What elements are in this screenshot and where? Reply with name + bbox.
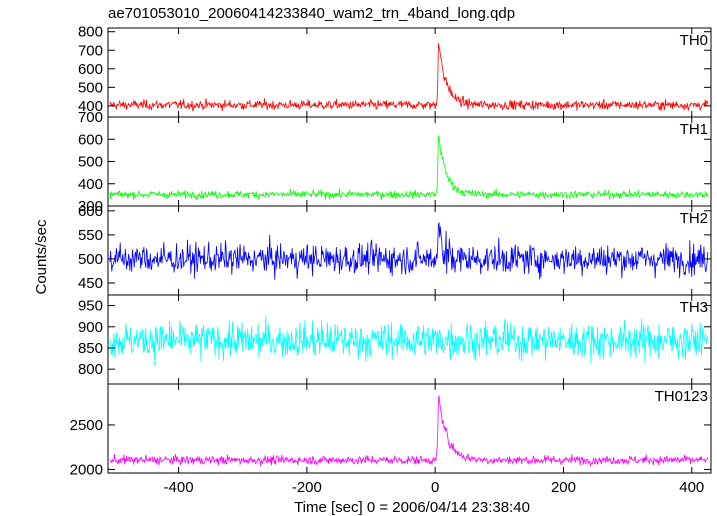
y-tick-label: 2500 [70,417,103,434]
series-line-th3 [109,315,709,366]
y-tick-label: 600 [78,203,103,220]
y-tick-label: 500 [78,79,103,96]
x-tick-label: 200 [551,479,576,496]
y-tick-label: 800 [78,361,103,378]
panel-frame-th0123 [107,383,712,474]
series-line-th2 [109,222,709,280]
panel-th1: 300 400 500 600 700 TH1 [78,109,712,215]
x-tick-label: -400 [164,479,194,496]
y-tick-label: 850 [78,340,103,357]
x-tick-label: -200 [292,479,322,496]
x-tick-label: 400 [679,479,704,496]
y-tick-label: 400 [78,176,103,193]
panel-label-th2: TH2 [680,210,708,227]
y-tick-label: 700 [78,109,103,126]
panel-th2: 450 500 550 600 TH2 [78,203,712,296]
panel-label-th3: TH3 [680,299,708,316]
y-tick-label: 700 [78,42,103,59]
chart-title: ae701053010_20060414233840_wam2_trn_4ban… [108,5,515,22]
y-tick-label: 2000 [70,461,103,478]
y-tick-label: 800 [78,24,103,41]
y-tick-label: 400 [78,98,103,115]
panel-label-th0: TH0 [680,32,708,49]
y-tick-label: 600 [78,131,103,148]
y-tick-label: 550 [78,227,103,244]
series-line-th0 [109,43,709,112]
y-tick-label: 450 [78,275,103,292]
panel-label-th1: TH1 [680,121,708,138]
y-tick-label: 950 [78,298,103,315]
panel-th3: 800 850 900 950 TH3 [78,294,712,385]
y-tick-label: 600 [78,61,103,78]
series-line-th0123 [109,395,709,467]
y-tick-label: 900 [78,319,103,336]
y-tick-label: 500 [78,251,103,268]
y-tick-label: 500 [78,154,103,171]
y-axis-label: Counts/sec [33,219,50,295]
panel-label-th0123: TH0123 [655,388,708,405]
x-axis-label: Time [sec] 0 = 2006/04/14 23:38:40 [294,499,530,516]
panel-th0123: 2000 2500 TH0123 [70,383,712,478]
x-tick-label: 0 [431,479,439,496]
y-tick-label: 300 [78,198,103,215]
series-line-th1 [109,135,709,201]
